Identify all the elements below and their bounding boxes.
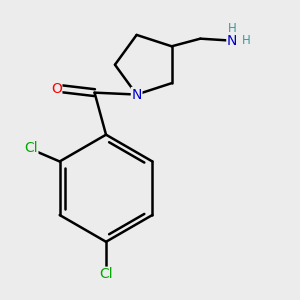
Text: Cl: Cl [99,267,113,281]
Text: N: N [131,88,142,102]
Text: H: H [228,22,236,35]
Text: N: N [227,34,237,48]
Text: Cl: Cl [24,141,38,155]
Text: O: O [51,82,62,96]
Text: H: H [242,34,250,47]
